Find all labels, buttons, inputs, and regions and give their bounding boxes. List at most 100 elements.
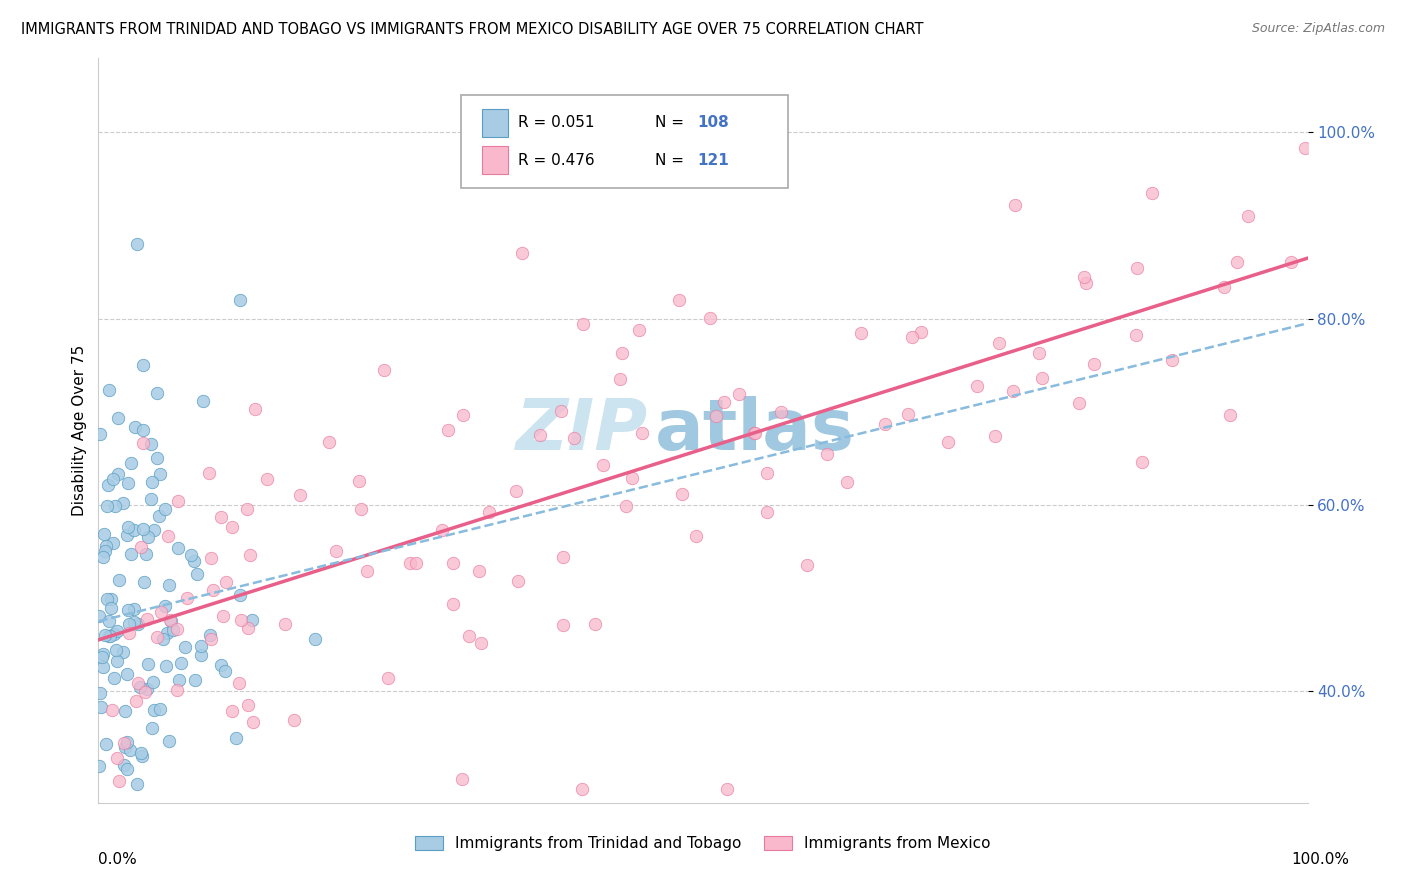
Point — [142, 524, 165, 538]
Point — [668, 293, 690, 307]
Point — [157, 578, 180, 592]
Point — [685, 529, 707, 543]
Bar — [482, 109, 509, 137]
Point — [150, 605, 173, 619]
Text: N =: N = — [655, 153, 689, 168]
Point — [583, 617, 606, 632]
Point — [129, 540, 152, 554]
Point — [631, 426, 654, 441]
Point — [756, 466, 779, 480]
FancyBboxPatch shape — [461, 95, 787, 188]
Point — [134, 685, 156, 699]
Point — [149, 701, 172, 715]
Point — [96, 737, 118, 751]
Point — [89, 686, 111, 700]
Point — [229, 589, 252, 603]
Point — [1004, 198, 1026, 212]
Point — [468, 564, 491, 578]
Point — [166, 494, 188, 508]
Point — [125, 777, 148, 791]
Point — [118, 625, 141, 640]
Point — [132, 358, 155, 372]
Point — [111, 496, 134, 510]
Point — [135, 681, 157, 696]
Point — [910, 325, 932, 339]
Point — [451, 408, 474, 422]
Point — [93, 527, 115, 541]
Point — [318, 434, 340, 449]
Point — [1294, 141, 1316, 155]
Point — [191, 394, 214, 409]
Point — [239, 548, 262, 562]
Point — [114, 704, 136, 718]
Point — [125, 237, 148, 252]
Point — [141, 475, 163, 489]
Point — [142, 703, 165, 717]
Point — [236, 698, 259, 712]
Point — [142, 675, 165, 690]
Point — [742, 425, 765, 440]
Point — [571, 317, 593, 331]
Point — [131, 749, 153, 764]
Point — [610, 346, 633, 360]
Point — [458, 629, 481, 643]
Point — [190, 639, 212, 653]
Point — [105, 653, 128, 667]
Point — [104, 643, 127, 657]
Point — [105, 751, 128, 765]
Point — [211, 658, 233, 673]
Point — [256, 472, 278, 486]
Point — [212, 609, 235, 624]
Point — [159, 613, 181, 627]
Point — [122, 615, 145, 629]
Text: IMMIGRANTS FROM TRINIDAD AND TOBAGO VS IMMIGRANTS FROM MEXICO DISABILITY AGE OVE: IMMIGRANTS FROM TRINIDAD AND TOBAGO VS I… — [21, 22, 924, 37]
Point — [1236, 210, 1258, 224]
Point — [103, 627, 125, 641]
Point — [108, 573, 131, 587]
Point — [243, 402, 266, 417]
Point — [228, 675, 250, 690]
Point — [214, 664, 236, 678]
Point — [221, 704, 243, 718]
Point — [129, 746, 152, 760]
Point — [155, 658, 177, 673]
Point — [118, 616, 141, 631]
Point — [120, 547, 142, 561]
Text: N =: N = — [655, 115, 689, 130]
Point — [118, 743, 141, 757]
Point — [727, 387, 749, 401]
Point — [127, 676, 149, 690]
Legend: Immigrants from Trinidad and Tobago, Immigrants from Mexico: Immigrants from Trinidad and Tobago, Imm… — [415, 836, 991, 851]
Point — [229, 613, 252, 627]
Point — [430, 524, 453, 538]
Point — [288, 488, 311, 502]
Point — [671, 487, 693, 501]
Point — [938, 435, 960, 450]
Point — [101, 703, 124, 717]
Point — [117, 476, 139, 491]
Point — [162, 623, 184, 637]
Point — [97, 629, 120, 643]
Point — [157, 734, 180, 748]
Text: Source: ZipAtlas.com: Source: ZipAtlas.com — [1251, 22, 1385, 36]
Point — [114, 739, 136, 754]
Point — [377, 672, 399, 686]
Point — [198, 466, 221, 480]
Point — [105, 624, 128, 639]
Point — [153, 599, 176, 614]
Point — [91, 550, 114, 565]
Point — [129, 680, 152, 694]
Point — [183, 554, 205, 568]
Point — [551, 618, 574, 632]
Point — [815, 447, 838, 461]
Point — [115, 527, 138, 541]
Point — [136, 657, 159, 672]
Point — [127, 617, 149, 632]
Point — [1028, 346, 1050, 360]
Text: R = 0.051: R = 0.051 — [517, 115, 595, 130]
Point — [139, 436, 162, 450]
Point — [214, 574, 236, 589]
Point — [571, 781, 593, 796]
Point — [441, 556, 464, 570]
Point — [124, 419, 146, 434]
